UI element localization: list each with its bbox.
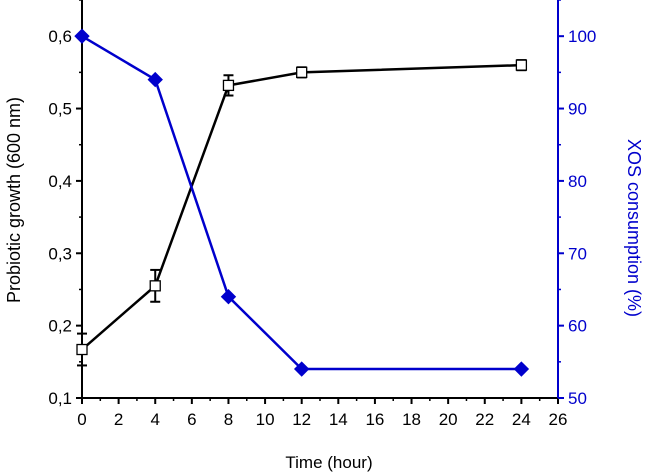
right-y-tick-label: 80 xyxy=(568,172,587,191)
left-y-tick-label: 0,4 xyxy=(48,172,72,191)
series-layer xyxy=(74,28,530,377)
x-tick-label: 4 xyxy=(150,410,159,429)
xos-point xyxy=(74,28,90,44)
x-tick-label: 14 xyxy=(329,410,348,429)
left-y-tick-label: 0,5 xyxy=(48,100,72,119)
x-tick-label: 18 xyxy=(402,410,421,429)
x-tick-label: 6 xyxy=(187,410,196,429)
x-tick-label: 8 xyxy=(224,410,233,429)
x-tick-label: 0 xyxy=(77,410,86,429)
right-y-tick-label: 60 xyxy=(568,317,587,336)
x-tick-label: 2 xyxy=(114,410,123,429)
x-tick-label: 24 xyxy=(512,410,531,429)
growth-point xyxy=(222,79,235,92)
left-y-axis-label: Probiotic growth (600 nm) xyxy=(4,97,24,303)
right-y-axis-label: XOS consumption (%) xyxy=(624,139,644,317)
growth-point xyxy=(515,59,528,71)
x-tick-label: 20 xyxy=(439,410,458,429)
x-tick-label: 12 xyxy=(292,410,311,429)
x-tick-label: 22 xyxy=(475,410,494,429)
xos-point xyxy=(147,71,163,88)
right-y-tick-label: 50 xyxy=(568,389,587,408)
right-y-tick-label: 90 xyxy=(568,100,587,119)
x-tick-label: 26 xyxy=(549,410,568,429)
left-y-tick-label: 0,6 xyxy=(48,27,72,46)
xos-point xyxy=(293,361,310,377)
growth-point xyxy=(149,280,161,292)
xos-point xyxy=(513,361,530,377)
growth-series-line xyxy=(81,63,522,351)
right-y-tick-label: 100 xyxy=(568,27,596,46)
axes-layer: 0 2 4 6 8 10 12 14 16 18 20 22 24 260,10,20,30,40,50,… xyxy=(48,0,596,429)
x-tick-label: 16 xyxy=(365,410,384,429)
xos-point xyxy=(220,288,237,305)
left-y-tick-label: 0,2 xyxy=(48,317,72,336)
left-y-tick-label: 0,1 xyxy=(48,389,72,408)
growth-point xyxy=(76,343,88,356)
xos-series-line xyxy=(81,35,522,371)
left-y-tick-label: 0,3 xyxy=(48,244,72,263)
right-y-tick-label: 70 xyxy=(568,244,587,263)
x-axis-label: Time (hour) xyxy=(285,453,372,472)
growth-point xyxy=(296,66,308,79)
x-tick-label: 10 xyxy=(256,410,275,429)
